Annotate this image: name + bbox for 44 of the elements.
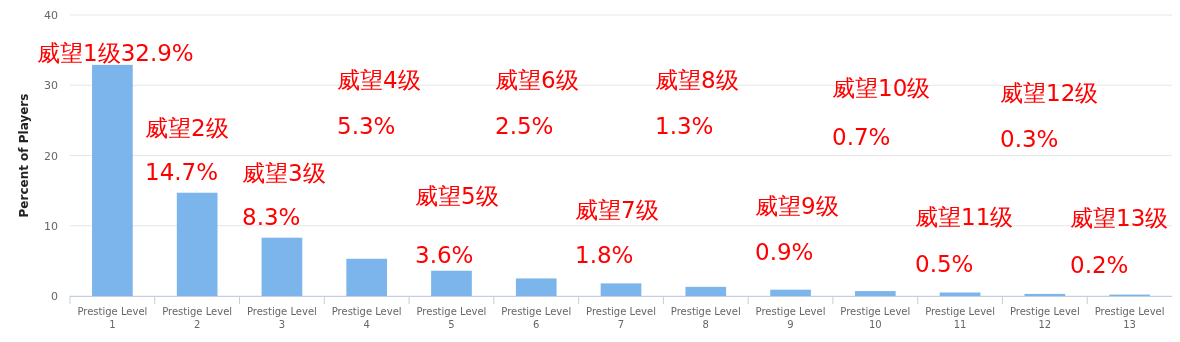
x-tick-label: Prestige Level 2 — [162, 306, 233, 330]
x-tick-label: Prestige Level 9 — [755, 306, 826, 330]
annotation: 威望13级 0.2% — [1070, 205, 1169, 278]
annotation: 威望7级 1.8% — [575, 197, 659, 268]
bar — [1024, 293, 1066, 296]
annotation: 威望4级 5.3% — [337, 67, 421, 139]
bar — [346, 258, 388, 296]
y-axis-title: Percent of Players — [17, 93, 31, 218]
y-tick-label: 30 — [44, 79, 58, 93]
x-tick-label: Prestige Level 8 — [670, 306, 741, 330]
y-tick-label: 0 — [51, 290, 58, 303]
bar — [939, 292, 981, 296]
annotation: 威望2级 14.7% — [145, 115, 229, 185]
y-tick-label: 20 — [44, 149, 58, 163]
text: 威望5级 3.6% — [415, 183, 499, 268]
annotation: 威望10级 0.7% — [832, 75, 931, 150]
bar — [600, 283, 642, 296]
x-tick-label: Prestige Level 1 — [77, 306, 148, 330]
x-tick-label: Prestige Level 3 — [246, 306, 317, 330]
annotation: 威望9级 0.9% — [755, 193, 839, 265]
annotation: 威望3级 8.3% — [242, 160, 326, 230]
bar — [515, 278, 557, 296]
annotation: 威望8级 1.3% — [655, 67, 739, 139]
bar — [770, 289, 811, 296]
x-tick-label: Prestige Level 10 — [840, 306, 911, 330]
x-tick-label: Prestige Level 4 — [331, 306, 402, 330]
bar — [431, 270, 472, 296]
annotation: 威望11级 0.5% — [915, 204, 1014, 277]
x-tick-label: Prestige Level 13 — [1094, 306, 1165, 330]
bar — [685, 286, 727, 296]
annotation: 威望12级 0.3% — [1000, 80, 1099, 152]
bar — [92, 64, 133, 296]
x-tick-label: Prestige Level 7 — [586, 306, 656, 330]
x-tick-label: Prestige Level 6 — [501, 306, 572, 330]
x-tick-label: Prestige Level 5 — [416, 306, 487, 330]
annotation: 威望6级 2.5% — [495, 67, 579, 139]
y-tick-label: 40 — [44, 9, 58, 22]
bar — [176, 192, 218, 296]
bar — [261, 237, 303, 296]
y-tick-label: 10 — [44, 219, 58, 233]
bar — [854, 291, 896, 296]
x-tick-label: Prestige Level 11 — [925, 306, 996, 330]
annotation: 威望1级32.9% — [37, 40, 194, 66]
x-tick-label: Prestige Level 12 — [1009, 306, 1080, 330]
